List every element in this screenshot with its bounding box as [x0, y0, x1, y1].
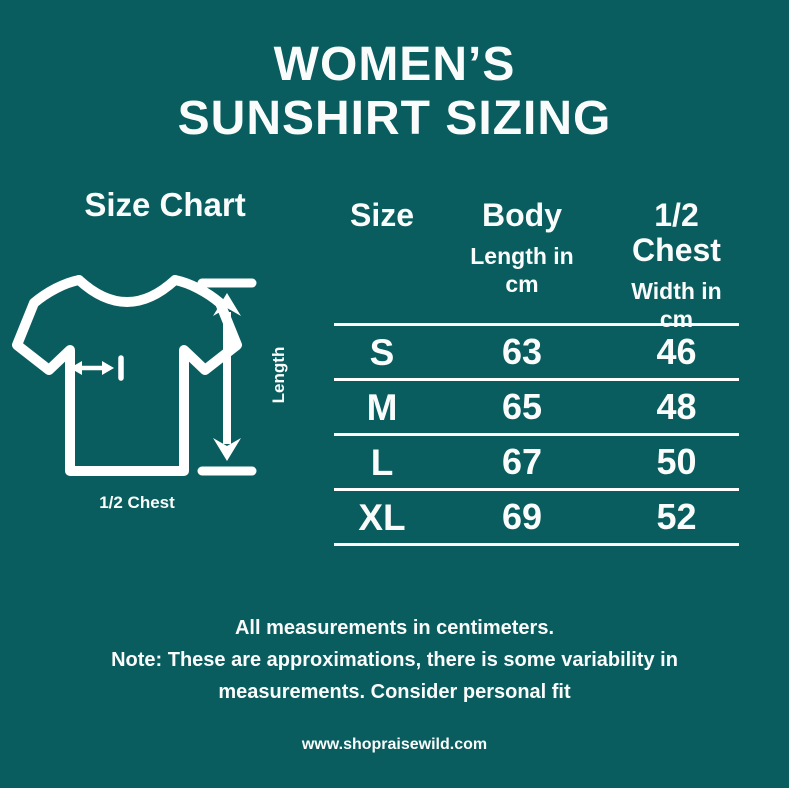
cell-half-chest: 46: [656, 331, 697, 372]
size-chart-heading: Size Chart: [84, 186, 246, 223]
cell-size: M: [366, 386, 398, 428]
website-url: www.shopraisewild.com: [301, 736, 488, 753]
cell-half-chest: 52: [656, 496, 697, 537]
tshirt-icon: [12, 275, 242, 476]
page-title-line1: WOMEN’S: [273, 38, 516, 91]
header-body-sublabel: Length in cm: [470, 243, 574, 297]
half-chest-label: 1/2 Chest: [99, 493, 175, 512]
cell-half-chest: 48: [656, 386, 697, 427]
size-table-header: Size Body Length in cm 1/2 Chest Width i…: [334, 197, 739, 332]
header-body-column: Body Length in cm: [430, 197, 614, 334]
header-chest-label: 1/2 Chest: [632, 197, 721, 269]
table-row: S 63 46: [334, 323, 739, 378]
length-arrow-icon: [197, 278, 257, 476]
header-chest-column: 1/2 Chest Width in cm: [614, 197, 739, 334]
cell-body-length: 65: [501, 386, 543, 427]
length-label: Length: [269, 346, 288, 404]
cell-size: L: [370, 441, 394, 483]
header-size-column: Size: [334, 197, 430, 334]
note-line1: All measurements in centimeters.: [234, 617, 554, 639]
table-row: XL 69 52: [334, 488, 739, 543]
cell-body-length: 69: [501, 496, 543, 537]
note-line3: measurements. Consider personal fit: [218, 681, 571, 703]
size-table: Size Body Length in cm 1/2 Chest Width i…: [334, 197, 739, 546]
header-body-label: Body: [482, 197, 562, 233]
header-size-label: Size: [349, 197, 415, 233]
table-row: L 67 50: [334, 433, 739, 488]
cell-body-length: 63: [501, 331, 543, 372]
table-row: M 65 48: [334, 378, 739, 433]
cell-body-length: 67: [501, 441, 543, 482]
size-table-body: S 63 46 M 65 48 L 67 50 XL 69 52: [334, 323, 739, 546]
page-title: WOMEN’S SUNSHIRT SIZING: [0, 38, 789, 146]
header-chest-sublabel: Width in cm: [631, 278, 722, 332]
note-line2: Note: These are approximations, there is…: [111, 649, 678, 671]
cell-size: S: [369, 331, 395, 373]
half-chest-arrow-icon: [70, 355, 124, 381]
cell-size: XL: [358, 496, 406, 538]
cell-half-chest: 50: [656, 441, 697, 482]
measurement-notes: All measurements in centimeters. Note: T…: [0, 612, 789, 708]
tshirt-measurement-diagram: [12, 275, 257, 476]
page-title-line2: SUNSHIRT SIZING: [177, 92, 612, 145]
